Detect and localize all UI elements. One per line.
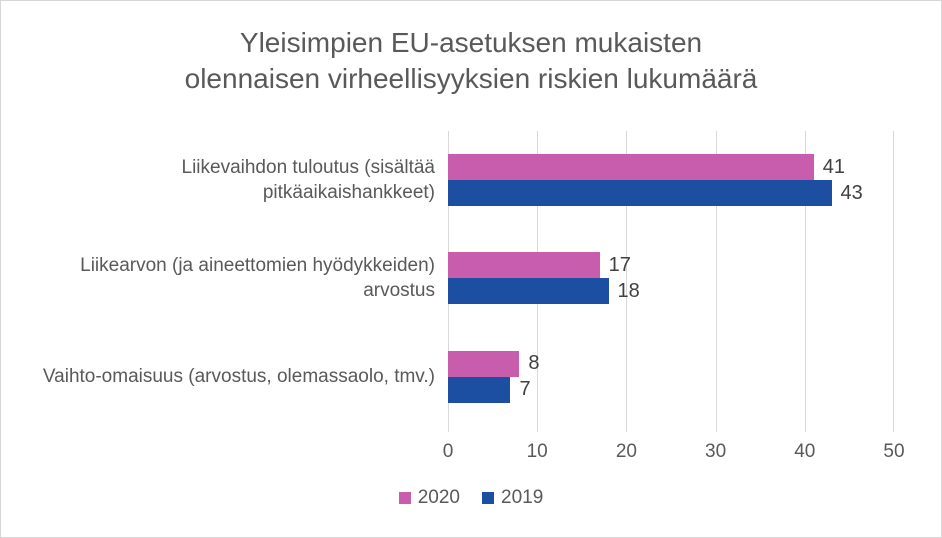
legend-swatch-2019	[482, 492, 494, 504]
bar-line-2020: 17	[448, 252, 894, 279]
legend-label-2019: 2019	[501, 487, 544, 508]
x-tick-50: 50	[883, 441, 905, 462]
value-label-2019: 18	[617, 279, 640, 302]
bar-line-2019: 18	[448, 278, 894, 305]
bar-line-2019: 7	[448, 376, 894, 403]
bar-2020	[448, 252, 600, 279]
x-tick-0: 0	[442, 441, 454, 462]
bar-2020	[448, 154, 814, 181]
x-tick-20: 20	[615, 441, 637, 462]
x-tick-10: 10	[526, 441, 548, 462]
chart-title-line-2: olennaisen virheellisyyksien riskien luk…	[184, 63, 758, 94]
value-label-2020: 17	[608, 253, 631, 276]
plot-area: Liikevaihdon tuloutus (sisältää pitkäaik…	[1, 131, 941, 426]
gridline-30	[715, 131, 717, 432]
gridline-40	[804, 131, 806, 432]
x-axis: 0 10 20 30 40 50	[443, 441, 905, 465]
legend: 2020 2019	[1, 487, 941, 509]
value-label-2019: 43	[840, 181, 863, 204]
gridline-20	[626, 131, 628, 432]
category-label: Vaihto-omaisuus (arvostus, olemassaolo, …	[42, 366, 435, 388]
value-label-2020: 8	[528, 352, 540, 375]
value-label-2020: 41	[822, 155, 845, 178]
category-row-inventory: Vaihto-omaisuus (arvostus, olemassaolo, …	[1, 328, 941, 426]
bar-line-2020: 8	[448, 350, 894, 377]
legend-label-2020: 2020	[417, 487, 460, 508]
bar-2019	[448, 180, 832, 207]
bar-line-2020: 41	[448, 154, 894, 181]
legend-item-2020: 2020	[398, 487, 460, 509]
bar-group: 17 18	[448, 252, 894, 305]
category-label: Liikevaihdon tuloutus (sisältää pitkäaik…	[181, 157, 436, 204]
legend-item-2019: 2019	[482, 487, 543, 509]
legend-swatch-2020	[398, 492, 411, 504]
chart-title: Yleisimpien EU-asetuksen mukaisten olenn…	[1, 25, 941, 97]
category-label: Liikearvon (ja aineettomien hyödykkeiden…	[80, 255, 435, 302]
category-row-goodwill: Liikearvon (ja aineettomien hyödykkeiden…	[1, 229, 941, 327]
bar-2019	[448, 278, 609, 305]
chart-title-line-1: Yleisimpien EU-asetuksen mukaisten	[239, 27, 703, 58]
bar-group: 41 43	[448, 154, 894, 207]
bar-2020	[448, 350, 520, 377]
bar-2019	[448, 376, 511, 403]
bar-group: 8 7	[448, 350, 894, 403]
x-tick-40: 40	[794, 441, 816, 462]
value-label-2019: 7	[519, 378, 531, 401]
x-tick-30: 30	[705, 441, 727, 462]
gridline-50	[893, 131, 894, 432]
bar-line-2019: 43	[448, 180, 894, 207]
category-row-revenue: Liikevaihdon tuloutus (sisältää pitkäaik…	[1, 131, 941, 229]
